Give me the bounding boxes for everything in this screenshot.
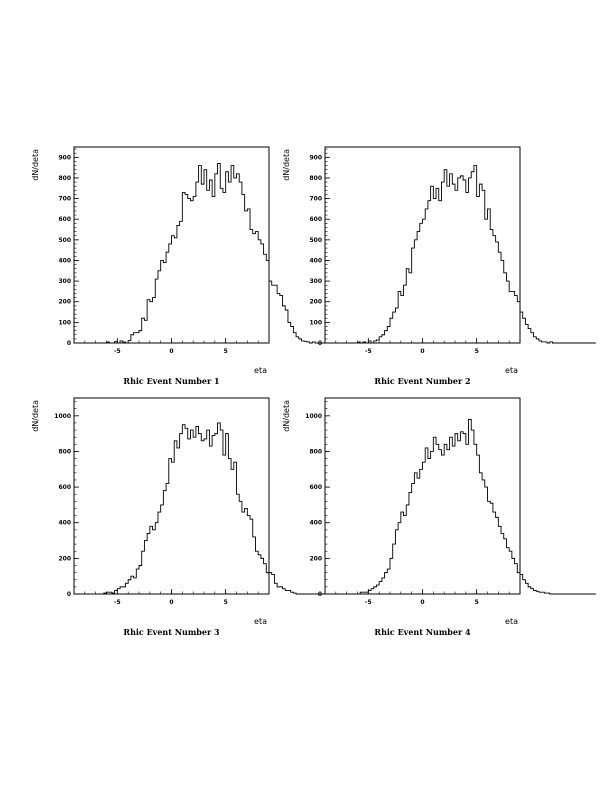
histogram-panel-event-3: 0 200 400 600 800 1000 -5 0 5 dN/deta eta Rhic Even… (31, 397, 345, 637)
histogram-outline (74, 163, 345, 344)
x-tick-label: 5 (475, 348, 479, 355)
y-tick-label: 100 (58, 319, 71, 326)
y-tick-label: 400 (309, 520, 322, 527)
y-tick-label: 900 (58, 154, 71, 161)
x-tick-label: -5 (365, 348, 372, 355)
y-tick-label: 800 (58, 175, 71, 182)
x-tick-label: 0 (169, 348, 173, 355)
x-axis-label: eta (254, 617, 267, 626)
y-tick-label: 200 (309, 299, 322, 306)
x-tick-label: -5 (365, 599, 372, 606)
x-tick-label: -5 (114, 599, 121, 606)
y-tick-label: 0 (67, 340, 71, 347)
y-tick-label: 600 (309, 216, 322, 223)
y-tick-label: 400 (58, 257, 71, 264)
y-axis-label: dN/deta (31, 400, 40, 432)
y-axis-label: dN/deta (282, 149, 291, 181)
plot-frame (73, 397, 270, 595)
y-tick-label: 200 (58, 555, 71, 562)
x-tick-label: -5 (114, 348, 121, 355)
x-tick-label: 5 (224, 348, 228, 355)
histogram-panel-event-1: 0 100 200 300 400 500 600 700 800 900 -5 0 5 dN/deta e… (31, 146, 345, 386)
histogram-outline (325, 418, 596, 595)
x-tick-label: 0 (169, 599, 173, 606)
x-axis-label: eta (505, 617, 518, 626)
y-tick-label: 600 (58, 484, 71, 491)
histogram-panel-event-2: 0 100 200 300 400 500 600 700 800 900 -5 0 5 dN/deta e… (282, 146, 596, 386)
chart-caption: Rhic Event Number 2 (374, 376, 470, 386)
chart-caption: Rhic Event Number 3 (123, 627, 220, 637)
y-tick-label: 300 (58, 278, 71, 285)
y-tick-label: 900 (309, 154, 322, 161)
y-tick-label: 0 (318, 591, 322, 598)
y-tick-label: 400 (309, 257, 322, 264)
y-axis-label: dN/deta (282, 400, 291, 432)
x-tick-label: 5 (475, 599, 479, 606)
y-tick-label: 700 (309, 196, 322, 203)
histogram-outline (74, 422, 345, 595)
x-axis-label: eta (505, 366, 518, 375)
y-tick-label: 0 (318, 340, 322, 347)
plot-frame (324, 397, 521, 595)
y-tick-label: 1000 (54, 413, 71, 420)
x-tick-label: 0 (420, 599, 424, 606)
histogram-outline (325, 165, 596, 344)
y-tick-label: 800 (309, 175, 322, 182)
y-tick-label: 1000 (305, 413, 322, 420)
y-tick-label: 0 (67, 591, 71, 598)
chart-caption: Rhic Event Number 1 (123, 376, 219, 386)
histogram-panel-event-4: 0 200 400 600 800 1000 -5 0 5 dN/deta eta Rhic Even… (282, 397, 596, 637)
y-tick-label: 800 (58, 448, 71, 455)
y-tick-label: 100 (309, 319, 322, 326)
plot-frame (73, 146, 270, 344)
y-tick-label: 200 (309, 555, 322, 562)
x-tick-label: 5 (224, 599, 228, 606)
y-tick-label: 500 (58, 237, 71, 244)
y-tick-label: 600 (58, 216, 71, 223)
y-tick-label: 200 (58, 299, 71, 306)
chart-caption: Rhic Event Number 4 (374, 627, 471, 637)
y-tick-label: 700 (58, 196, 71, 203)
y-axis-label: dN/deta (31, 149, 40, 181)
x-axis-label: eta (254, 366, 267, 375)
y-tick-label: 400 (58, 520, 71, 527)
plot-frame (324, 146, 521, 344)
y-tick-label: 600 (309, 484, 322, 491)
y-tick-label: 800 (309, 448, 322, 455)
x-tick-label: 0 (420, 348, 424, 355)
y-tick-label: 300 (309, 278, 322, 285)
y-tick-label: 500 (309, 237, 322, 244)
